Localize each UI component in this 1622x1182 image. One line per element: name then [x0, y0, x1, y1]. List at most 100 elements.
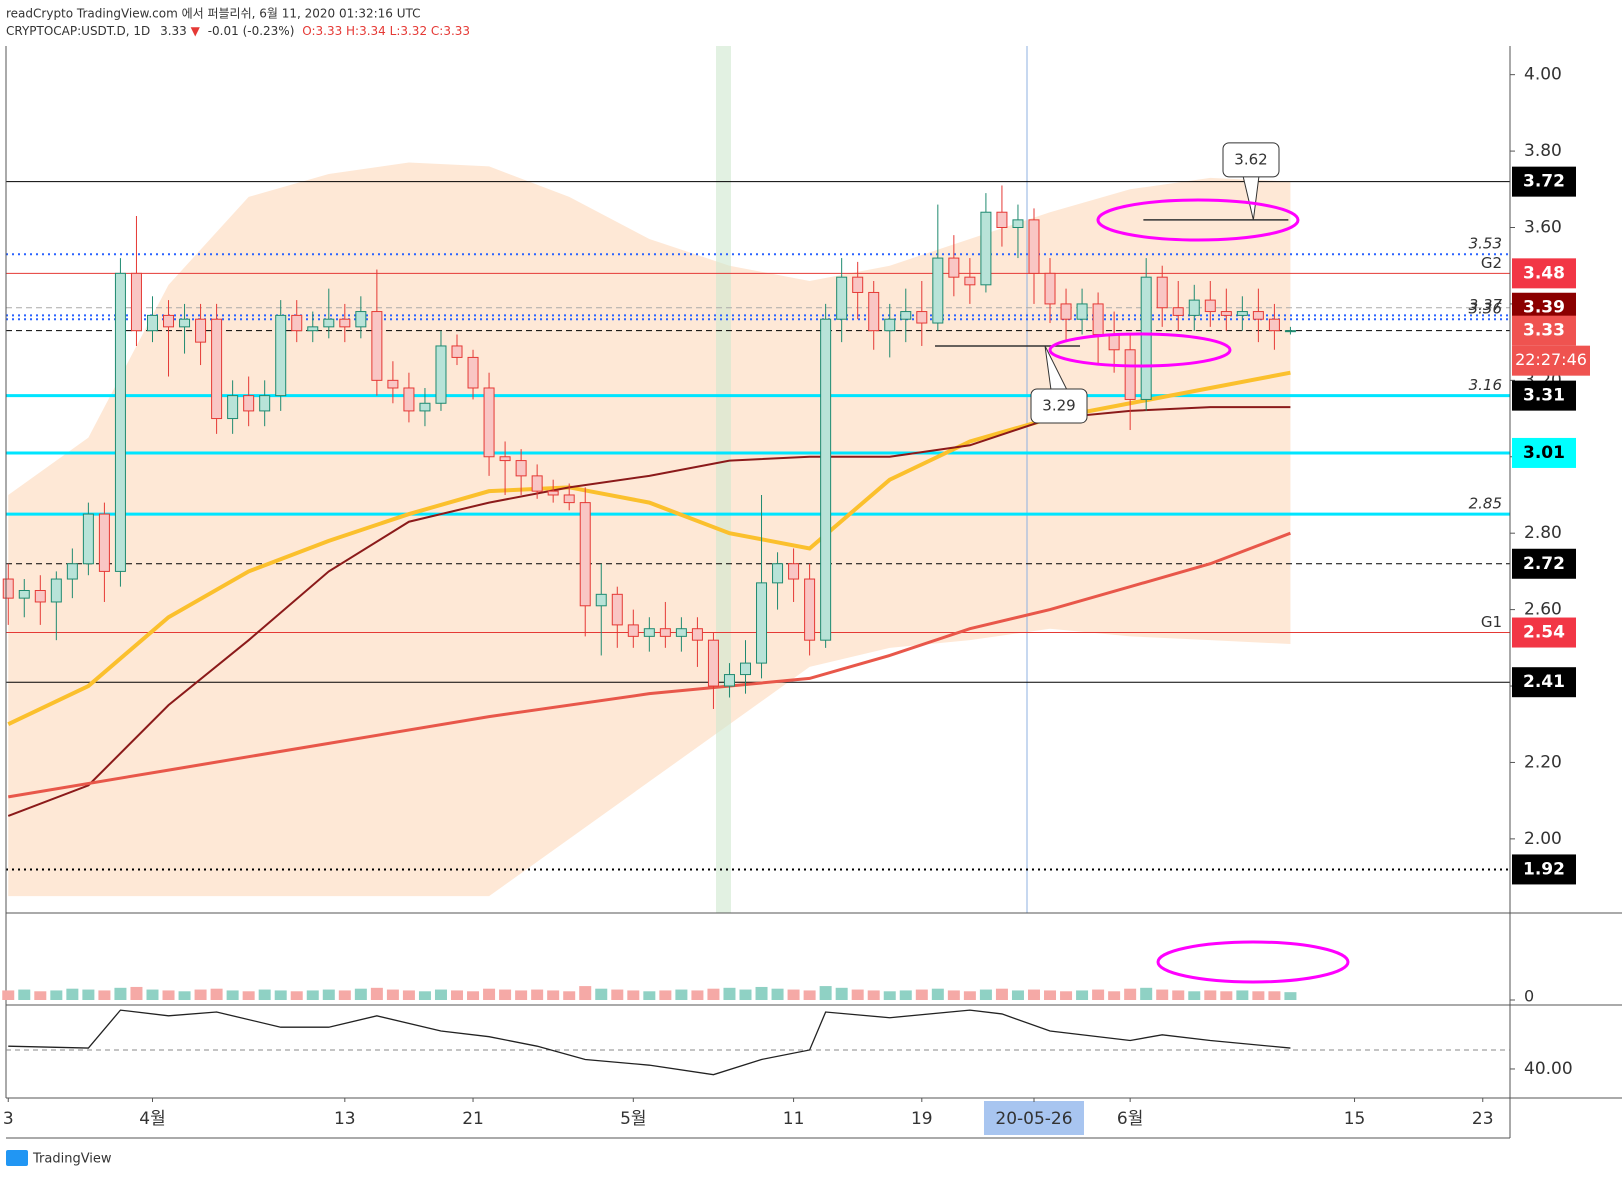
price-badge-label: 1.92 [1523, 859, 1565, 879]
volume-bar [1108, 991, 1121, 1000]
candle-body [435, 345, 447, 404]
candle-body [1204, 299, 1216, 313]
volume-bar [675, 989, 688, 1000]
candle-body [579, 502, 591, 607]
x-tick-highlight [983, 1101, 1084, 1135]
volume-bar [1220, 991, 1233, 1000]
x-tick-label: 11 [783, 1109, 805, 1129]
volume-bar [547, 990, 560, 1000]
volume-bar [963, 991, 976, 1000]
volume-bar [787, 989, 800, 1000]
candle-body [884, 318, 896, 332]
volume-bar [1284, 992, 1297, 1000]
callout-label: 3.29 [1042, 396, 1075, 414]
candle-body [563, 494, 575, 504]
level-text: 3.37 [1469, 296, 1503, 314]
price-badge-label: 3.48 [1523, 263, 1565, 283]
volume-bar [322, 989, 335, 1000]
candle-body [259, 395, 271, 412]
publish-info: readCrypto TradingView.com 에서 퍼블리쉬, 6월 1… [6, 7, 421, 21]
volume-bar [467, 991, 480, 1000]
volume-bar [531, 989, 544, 1000]
volume-bar [579, 986, 592, 1000]
x-tick-label: 19 [911, 1109, 933, 1129]
price-badge-label: 2.54 [1523, 623, 1565, 643]
candle-body [980, 211, 992, 286]
price-badge-label: 3.72 [1523, 172, 1565, 192]
candle-body [659, 628, 671, 637]
candle-body [451, 345, 463, 358]
volume-bar [226, 990, 239, 1000]
candle-body [547, 490, 559, 496]
candle-body [34, 590, 46, 603]
y-tick-label: 2.80 [1524, 523, 1562, 543]
volume-bar [338, 990, 351, 1000]
volume-bar [691, 990, 704, 1000]
volume-bar [899, 990, 912, 1000]
countdown-label: 22:27:46 [1515, 350, 1587, 369]
volume-bar [1252, 991, 1265, 1000]
level-text: 3.53 [1469, 235, 1502, 253]
candle-body [1044, 272, 1056, 305]
candle-body [467, 356, 479, 389]
x-tick-label: 23 [1472, 1109, 1494, 1129]
level-text: G1 [1481, 613, 1502, 631]
volume-bar [162, 990, 175, 1000]
candle-body [195, 318, 207, 343]
candle-body [2, 578, 14, 599]
candle-body [1108, 333, 1120, 351]
x-tick-label: 6월 [1117, 1109, 1143, 1129]
candle-body [723, 674, 735, 687]
volume-bar [515, 990, 528, 1000]
candle-body [1012, 219, 1024, 229]
x-tick-label: 20-05-26 [995, 1109, 1072, 1129]
change-arrow: ▼ [191, 24, 201, 38]
oscillator-tick-label: 40.00 [1524, 1059, 1573, 1079]
volume-bar [819, 986, 832, 1000]
candle-body [130, 272, 142, 332]
volume-bar [210, 988, 223, 1000]
volume-bar [274, 990, 287, 1000]
volume-bar [1011, 990, 1024, 1000]
candle-body [323, 318, 335, 328]
volume-bar [34, 991, 47, 1000]
price-badge [1512, 854, 1576, 885]
volume-bar [146, 989, 159, 1000]
candle-body [387, 379, 399, 389]
price-badge-label: 3.01 [1523, 443, 1565, 463]
volume-tick-label: 0 [1524, 987, 1534, 1006]
candle-body [643, 628, 655, 637]
x-tick-label: 4월 [139, 1109, 165, 1129]
candle-body [1220, 311, 1232, 316]
volume-bar [434, 989, 447, 1000]
price-badge [1512, 617, 1576, 648]
candle-body [66, 563, 78, 580]
brand: TradingView [32, 1152, 112, 1167]
candle-body [515, 460, 527, 477]
candle-body [756, 582, 768, 664]
volume-bar [98, 990, 111, 1000]
volume-bar [979, 989, 992, 1000]
volume-bar [627, 990, 640, 1000]
price-badge-label: 2.41 [1523, 672, 1565, 692]
volume-bar [451, 990, 464, 1000]
candle-body [691, 628, 703, 641]
volume-bar [851, 989, 864, 1000]
volume-bar [707, 988, 720, 1000]
level-text: 3.16 [1469, 376, 1502, 394]
candle-body [483, 387, 495, 458]
volume-bar [306, 990, 319, 1000]
volume-bar [995, 988, 1008, 1000]
ma-line [7, 531, 1291, 799]
volume-bar [803, 990, 816, 1000]
volume-bar [723, 987, 736, 1000]
candle-body [355, 311, 367, 328]
candle-body [114, 272, 126, 572]
candle-body [307, 326, 319, 332]
volume-bar [386, 989, 399, 1000]
candle-body [1092, 303, 1104, 335]
candle-body [820, 318, 832, 641]
volume-bar [82, 989, 95, 1000]
volume-bar [835, 987, 848, 1000]
